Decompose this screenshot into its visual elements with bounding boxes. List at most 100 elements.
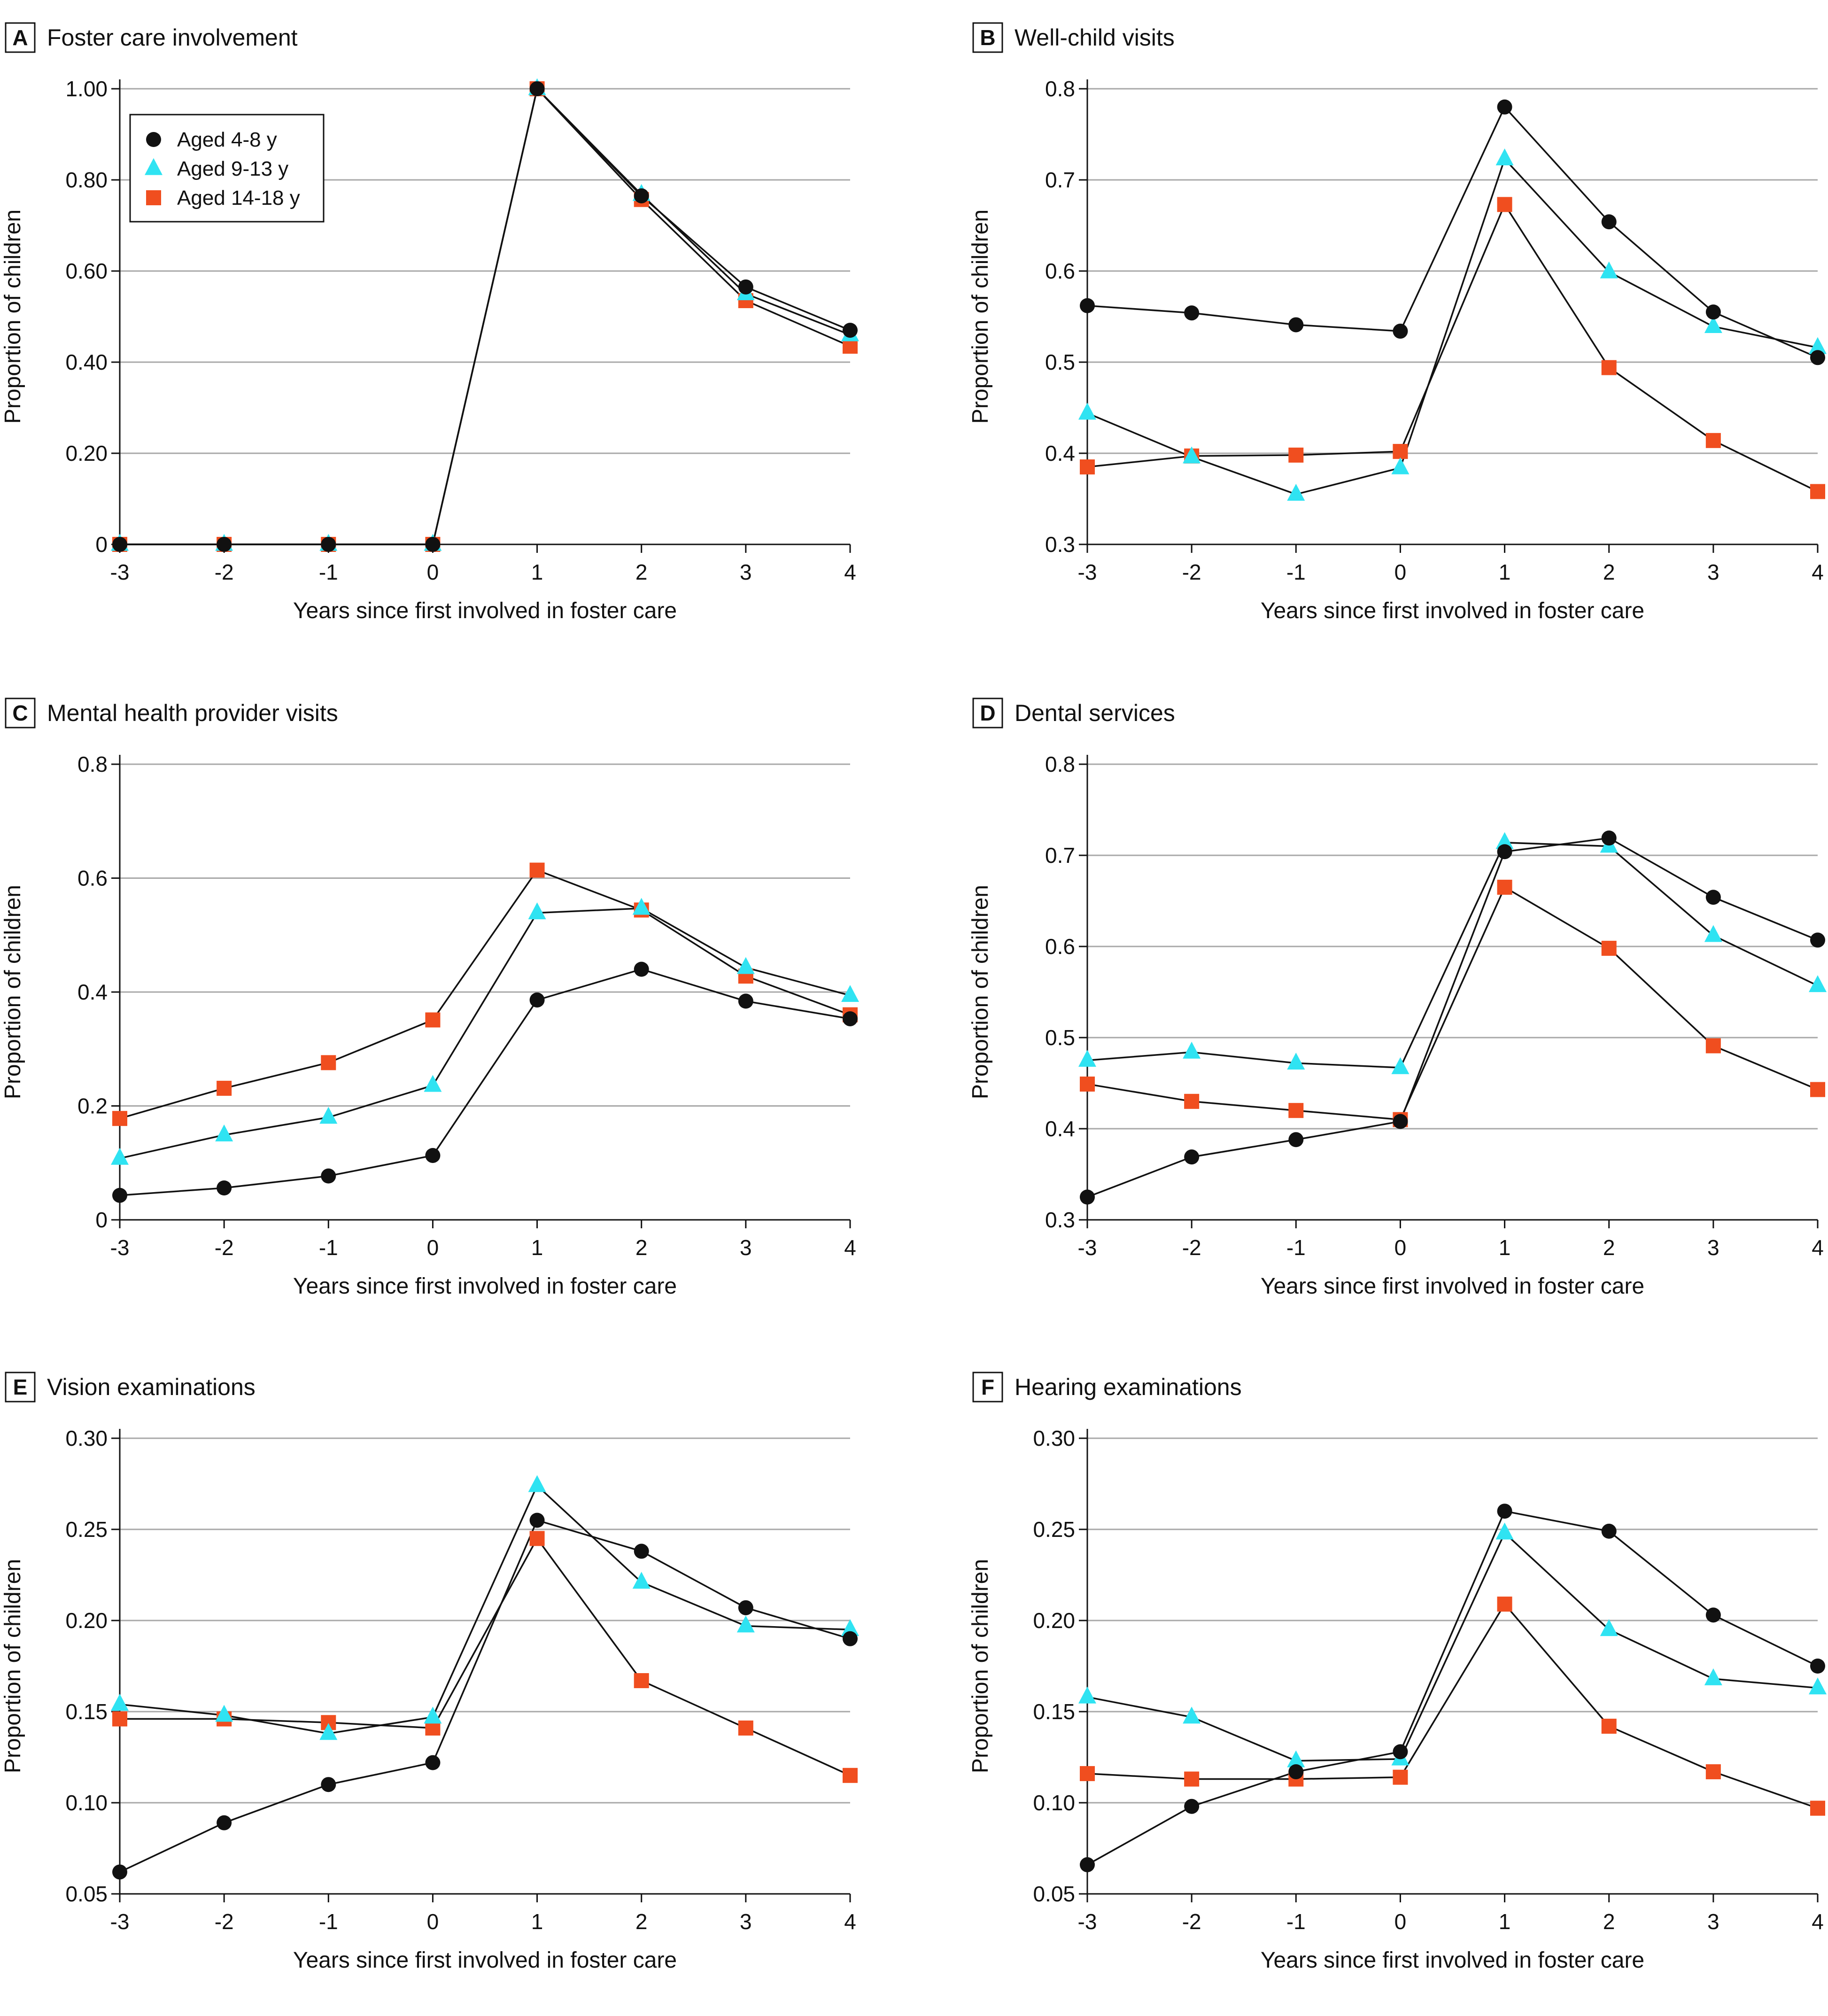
data-point-circle <box>529 81 545 96</box>
data-point-triangle <box>632 1572 651 1589</box>
x-tick-label: 1 <box>531 1235 543 1260</box>
panel-letter: C <box>12 701 28 725</box>
y-tick-label: 0.7 <box>1045 843 1075 868</box>
data-point-circle <box>321 1777 336 1792</box>
y-tick-label: 0.6 <box>1045 934 1075 959</box>
y-tick-label: 0.4 <box>1045 1117 1075 1141</box>
x-tick-label: 4 <box>844 560 856 584</box>
x-tick-label: 3 <box>1707 560 1720 584</box>
series-line-2 <box>1087 1603 1818 1809</box>
data-point-circle <box>1288 1764 1304 1780</box>
data-point-square <box>1080 1076 1095 1092</box>
panel-letter-box <box>5 698 36 729</box>
data-point-triangle <box>736 1615 755 1633</box>
data-point-square <box>843 1768 858 1783</box>
data-point-circle <box>529 1512 545 1528</box>
x-tick-label: 0 <box>427 560 439 584</box>
y-tick-label: 0.4 <box>77 980 108 1004</box>
data-point-triangle <box>319 1723 338 1740</box>
x-tick-label: 3 <box>1707 1909 1720 1934</box>
data-point-triangle <box>1078 403 1096 420</box>
series-line-1 <box>1087 157 1818 496</box>
data-point-circle <box>1601 214 1617 230</box>
panel-title: Vision examinations <box>47 1374 256 1400</box>
data-point-square <box>1497 1597 1512 1612</box>
x-tick-label: -2 <box>1182 1235 1201 1260</box>
y-tick-label: 0.05 <box>65 1882 108 1906</box>
x-axis-title: Years since first involved in foster car… <box>293 1274 677 1299</box>
data-point-circle <box>738 279 753 295</box>
data-point-square <box>1810 1082 1825 1097</box>
x-tick-label: 2 <box>635 1235 648 1260</box>
legend-marker-circle <box>146 132 161 147</box>
data-point-triangle <box>1495 1522 1514 1540</box>
data-point-triangle <box>1809 1677 1827 1695</box>
data-point-square <box>1601 360 1617 375</box>
data-point-square <box>1601 1719 1617 1734</box>
data-point-circle <box>1705 1607 1721 1623</box>
data-point-square <box>1393 444 1408 459</box>
data-point-triangle <box>528 902 546 920</box>
data-point-triangle <box>736 957 755 974</box>
x-axis-title: Years since first involved in foster car… <box>293 1948 677 1973</box>
y-axis-title: Proportion of children <box>0 209 25 424</box>
x-tick-label: -3 <box>1078 1235 1097 1260</box>
data-point-square <box>1705 1764 1721 1780</box>
panel-title: Dental services <box>1015 700 1175 726</box>
x-tick-label: 0 <box>427 1235 439 1260</box>
y-tick-label: 0 <box>95 532 108 557</box>
x-tick-label: 0 <box>1394 1909 1407 1934</box>
data-point-square <box>634 1673 649 1689</box>
data-point-circle <box>112 1187 127 1203</box>
x-tick-label: 3 <box>740 1909 752 1934</box>
data-point-circle <box>1601 1523 1617 1539</box>
data-point-triangle <box>111 1694 129 1711</box>
legend-label: Aged 9-13 y <box>177 157 288 180</box>
y-tick-label: 0.7 <box>1045 168 1075 192</box>
x-axis-title: Years since first involved in foster car… <box>293 598 677 623</box>
y-tick-label: 0.8 <box>1045 77 1075 101</box>
panel-letter: F <box>981 1375 994 1399</box>
data-point-circle <box>1288 317 1304 333</box>
x-tick-label: 1 <box>531 1909 543 1934</box>
panel-letter-box <box>5 1372 36 1403</box>
data-point-circle <box>112 537 127 552</box>
series-line-2 <box>120 87 851 545</box>
y-tick-label: 0.3 <box>1045 1208 1075 1232</box>
data-point-circle <box>738 993 753 1009</box>
y-tick-label: 0.30 <box>1033 1426 1075 1450</box>
data-point-square <box>1184 1771 1200 1787</box>
data-point-square <box>112 1711 127 1727</box>
series-line-2 <box>1087 886 1818 1121</box>
x-tick-label: 1 <box>1499 560 1511 584</box>
x-tick-label: 1 <box>1499 1235 1511 1260</box>
data-point-triangle <box>1078 1686 1096 1704</box>
data-point-circle <box>1705 890 1721 905</box>
data-point-triangle <box>1183 446 1201 464</box>
data-point-circle <box>425 1148 441 1163</box>
panel-letter: E <box>13 1375 28 1399</box>
data-point-triangle <box>841 985 859 1002</box>
data-point-circle <box>1810 932 1825 948</box>
y-tick-label: 0.8 <box>77 752 108 776</box>
x-tick-label: -3 <box>110 1235 130 1260</box>
data-point-square <box>529 862 545 878</box>
y-tick-label: 0.05 <box>1033 1882 1075 1906</box>
data-point-circle <box>1080 298 1095 313</box>
data-point-circle <box>321 1168 336 1184</box>
legend-box <box>129 114 325 223</box>
legend-label: Aged 4-8 y <box>177 128 277 151</box>
x-axis-title: Years since first involved in foster car… <box>1261 598 1644 623</box>
data-point-circle <box>1184 1799 1200 1814</box>
series-line-1 <box>1087 1531 1818 1762</box>
x-tick-label: -2 <box>215 1909 234 1934</box>
data-point-square <box>1393 1769 1408 1785</box>
y-tick-label: 0.20 <box>65 441 108 465</box>
data-point-circle <box>843 323 858 338</box>
x-tick-label: -1 <box>1286 1235 1306 1260</box>
series-line-2 <box>120 1537 851 1776</box>
y-tick-label: 1.00 <box>65 77 108 101</box>
series-line-0 <box>1087 837 1818 1198</box>
x-tick-label: -2 <box>215 560 234 584</box>
data-point-triangle <box>215 1705 233 1722</box>
